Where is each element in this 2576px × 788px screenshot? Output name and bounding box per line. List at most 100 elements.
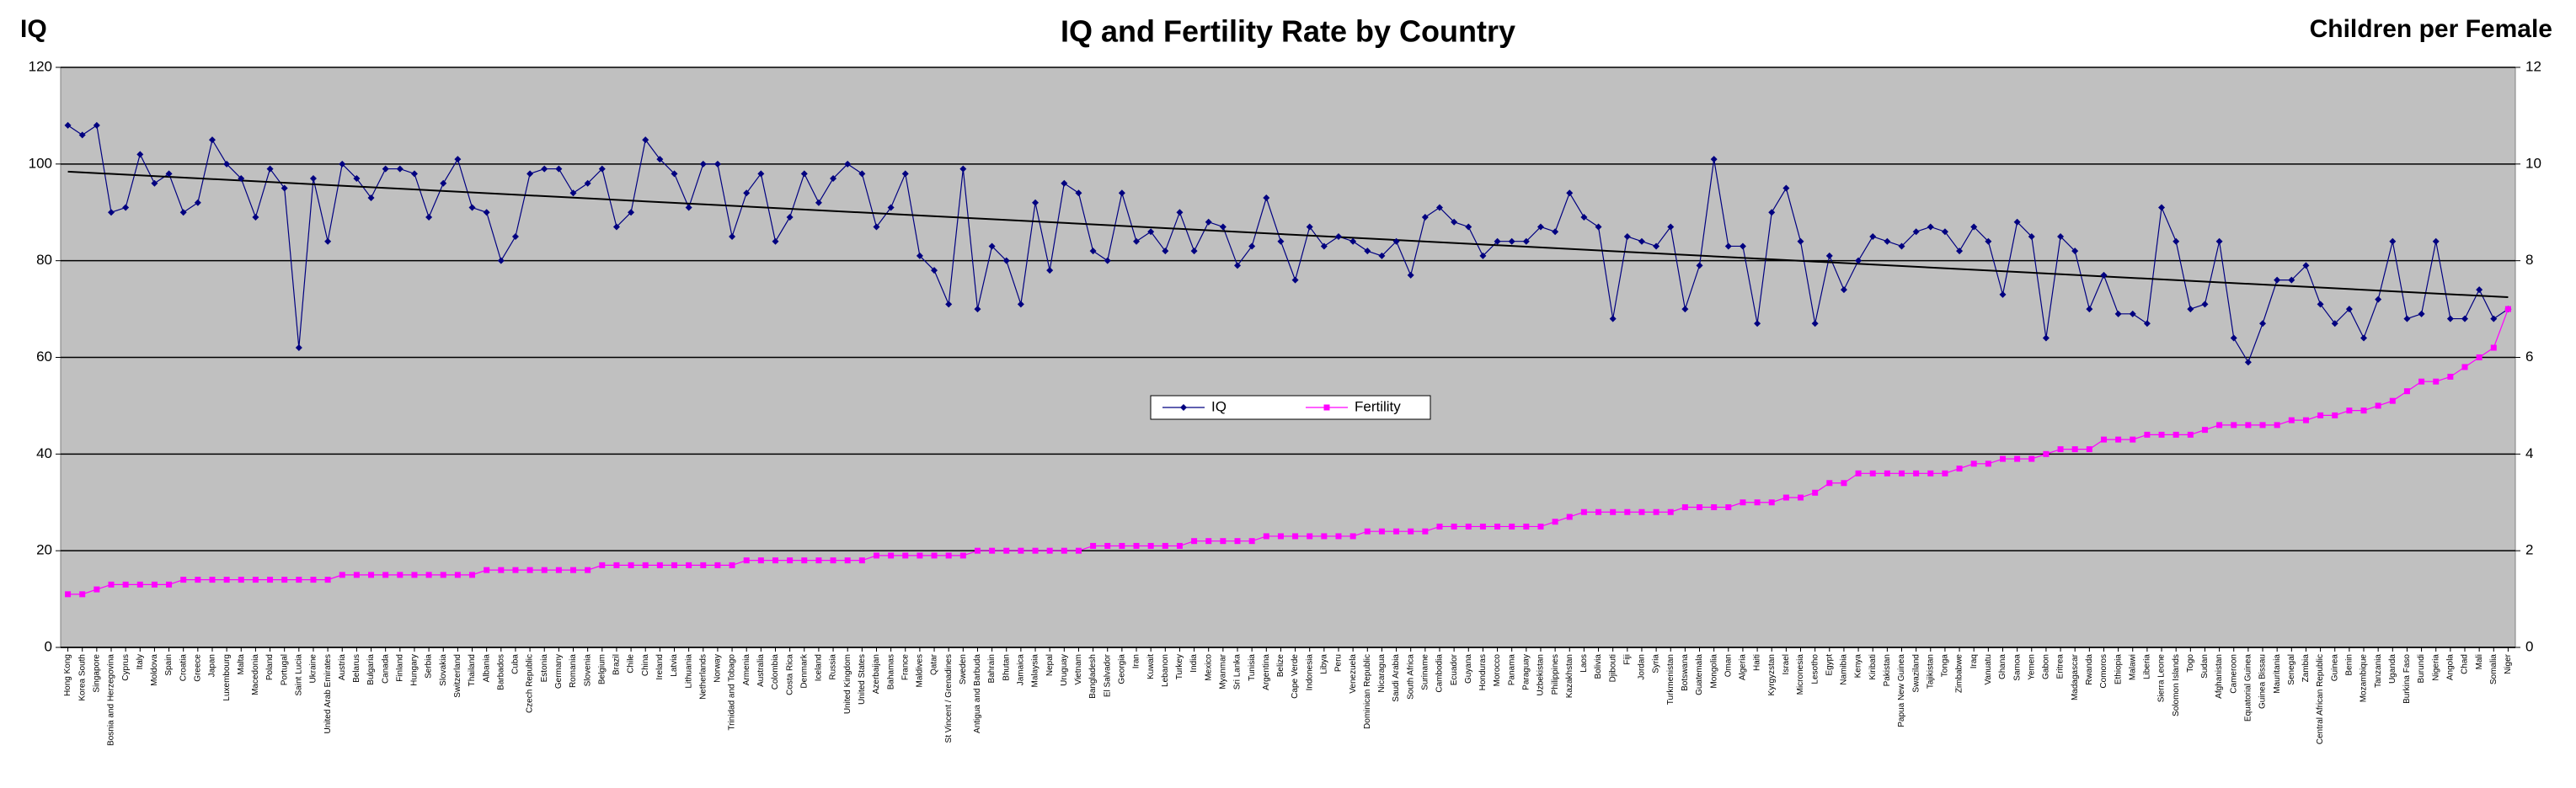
fertility-marker xyxy=(555,567,562,573)
fertility-marker xyxy=(484,567,490,573)
x-tick-label: Niger xyxy=(2504,653,2513,674)
iq-marker xyxy=(2490,315,2498,322)
fertility-marker xyxy=(238,577,244,583)
legend-label: Fertility xyxy=(1355,398,1401,414)
fertility-marker xyxy=(469,572,476,578)
x-tick-label: Fiji xyxy=(1622,654,1632,665)
fertility-marker xyxy=(1422,528,1429,535)
x-tick-label: Thailand xyxy=(468,654,477,686)
fertility-marker xyxy=(959,552,966,559)
iq-marker xyxy=(1840,286,1847,294)
x-tick-label: Switzerland xyxy=(453,654,462,698)
fertility-marker xyxy=(1018,547,1024,554)
iq-marker xyxy=(1075,189,1082,197)
x-tick-label: Morocco xyxy=(1493,654,1502,687)
iq-marker xyxy=(136,151,144,158)
iq-marker xyxy=(425,213,433,221)
iq-marker xyxy=(2114,310,2122,317)
x-tick-label: Slovenia xyxy=(583,654,592,687)
fertility-marker xyxy=(1754,499,1761,506)
fertility-marker xyxy=(830,557,836,564)
iq-marker xyxy=(440,179,447,187)
fertility-marker xyxy=(1479,523,1486,530)
x-tick-label: Denmark xyxy=(799,653,809,689)
iq-marker xyxy=(1595,223,1602,231)
iq-marker xyxy=(2028,232,2035,240)
iq-marker xyxy=(1277,237,1285,245)
iq-marker xyxy=(2143,320,2151,327)
x-tick-label: Luxembourg xyxy=(222,654,232,701)
x-tick-label: Israel xyxy=(1782,654,1791,674)
fertility-marker xyxy=(1711,503,1718,510)
x-tick-label: Romania xyxy=(569,654,578,688)
x-tick-label: Malta xyxy=(237,654,246,675)
fertility-marker xyxy=(541,567,548,573)
iq-marker xyxy=(598,165,606,173)
x-tick-label: Belize xyxy=(1276,654,1285,678)
fertility-marker xyxy=(1869,470,1876,477)
iq-marker xyxy=(1552,228,1559,236)
fertility-marker xyxy=(1899,470,1905,477)
x-tick-label: Equatorial Guinea xyxy=(2244,654,2253,721)
iq-marker xyxy=(713,160,721,168)
fertility-marker xyxy=(526,567,533,573)
x-tick-label: Austria xyxy=(338,654,347,681)
x-tick-label: Uruguay xyxy=(1060,654,1069,686)
fertility-marker xyxy=(440,572,446,578)
fertility-marker xyxy=(1653,508,1659,515)
x-tick-label: Suriname xyxy=(1420,654,1430,690)
iq-marker xyxy=(1724,242,1732,250)
x-tick-label: Colombia xyxy=(771,654,780,690)
x-tick-label: Afghanistan xyxy=(2215,654,2224,699)
fertility-marker xyxy=(1855,470,1862,477)
x-tick-label: Maldives xyxy=(916,654,925,687)
iq-marker xyxy=(2201,301,2209,308)
iq-marker xyxy=(1667,223,1675,231)
x-tick-label: Uganda xyxy=(2388,654,2397,684)
x-tick-label: Singapore xyxy=(92,654,101,693)
x-tick-label: Algeria xyxy=(1739,654,1748,681)
fertility-marker xyxy=(411,572,418,578)
iq-marker xyxy=(2476,286,2483,294)
x-tick-label: Kyrgyzstan xyxy=(1767,654,1777,695)
y-tick-label: 120 xyxy=(29,58,52,74)
iq-marker xyxy=(107,209,115,216)
fertility-marker xyxy=(974,547,981,554)
fertility-marker xyxy=(1985,461,1991,467)
x-tick-label: Panama xyxy=(1507,654,1516,686)
x-tick-label: Armenia xyxy=(742,654,751,686)
fertility-marker xyxy=(108,581,115,588)
iq-marker xyxy=(800,170,808,178)
iq-marker xyxy=(569,189,577,197)
x-tick-label: Botswana xyxy=(1681,654,1690,691)
fertility-marker xyxy=(1220,538,1227,545)
iq-marker xyxy=(2446,315,2454,322)
x-tick-label: Liberia xyxy=(2143,654,2152,679)
fertility-marker xyxy=(1841,480,1847,487)
x-tick-label: Honduras xyxy=(1478,654,1488,690)
x-tick-label: Mozambique xyxy=(2360,654,2369,703)
fertility-marker xyxy=(368,572,375,578)
iq-marker xyxy=(1104,257,1111,264)
x-tick-label: Bosnia and Herzegovina xyxy=(107,654,116,746)
fertility-marker xyxy=(1075,547,1082,554)
fertility-marker xyxy=(1566,514,1573,520)
iq-marker xyxy=(2042,334,2050,342)
fertility-marker xyxy=(353,572,360,578)
fertility-marker xyxy=(252,577,259,583)
x-tick-label: Korea South xyxy=(77,654,87,701)
iq-marker xyxy=(1941,228,1948,236)
x-tick-label: Cuba xyxy=(511,654,521,674)
fertility-marker xyxy=(2144,431,2151,438)
x-tick-label: Kiribati xyxy=(1868,654,1878,680)
iq-marker xyxy=(2317,301,2324,308)
fertility-marker xyxy=(1061,547,1067,554)
x-tick-label: Turkey xyxy=(1175,654,1184,679)
iq-marker xyxy=(1782,184,1790,192)
fertility-marker xyxy=(873,552,879,559)
x-tick-label: Namibia xyxy=(1840,654,1849,685)
x-tick-label: Finland xyxy=(395,654,404,682)
fertility-marker xyxy=(151,581,158,588)
fertility-marker xyxy=(2043,450,2050,457)
fertility-marker xyxy=(628,562,634,568)
